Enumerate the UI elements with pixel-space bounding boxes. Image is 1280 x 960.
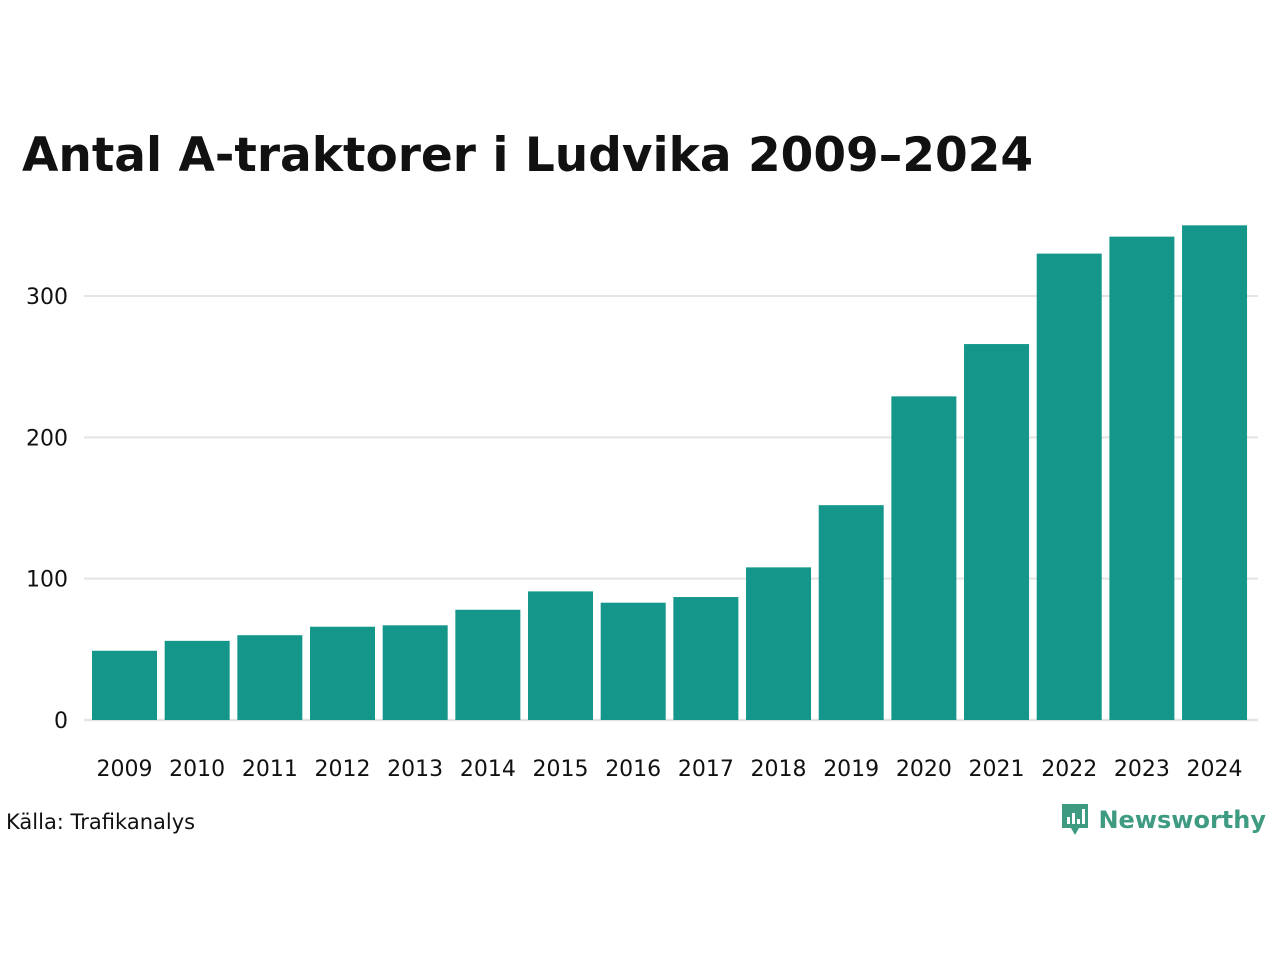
y-tick-label: 200 [26, 426, 68, 451]
bar-2009 [92, 650, 157, 720]
x-tick-label-2020: 2020 [896, 757, 952, 782]
x-tick-label-2022: 2022 [1041, 757, 1097, 782]
x-tick-label-2018: 2018 [751, 757, 807, 782]
bar-2018 [746, 567, 812, 720]
x-tick-label-2015: 2015 [533, 757, 589, 782]
x-tick-label-2024: 2024 [1187, 757, 1243, 782]
x-tick-label-2014: 2014 [460, 757, 516, 782]
y-axis-labels: 0 100 200 300 [26, 285, 68, 734]
bar-2019 [818, 505, 884, 720]
bar-2016 [600, 602, 666, 720]
bar-2012 [310, 626, 376, 720]
bar-2022 [1036, 253, 1102, 720]
bar-2015 [528, 591, 594, 720]
x-tick-label-2009: 2009 [97, 757, 153, 782]
bar-2014 [455, 609, 521, 720]
y-tick-label: 300 [26, 285, 68, 310]
y-tick-label: 100 [26, 568, 68, 593]
x-tick-label-2019: 2019 [823, 757, 879, 782]
bar-2024 [1182, 225, 1248, 720]
brand: Newsworthy [1060, 802, 1266, 838]
x-tick-label-2013: 2013 [387, 757, 443, 782]
chart-title: Antal A-traktorer i Ludvika 2009–2024 [22, 128, 1034, 183]
x-tick-label-2021: 2021 [969, 757, 1025, 782]
x-tick-label-2011: 2011 [242, 757, 298, 782]
x-tick-label-2010: 2010 [169, 757, 225, 782]
x-tick-label-2023: 2023 [1114, 757, 1170, 782]
x-tick-label-2012: 2012 [315, 757, 371, 782]
bar-2013 [382, 625, 448, 720]
y-tick-label: 0 [54, 709, 68, 734]
x-axis-labels: 2009 2010 2011 2012 2013 2014 2015 2016 2017 2018… [97, 757, 1243, 782]
x-tick-label-2016: 2016 [605, 757, 661, 782]
bar-2021 [964, 344, 1030, 720]
bar-2020 [891, 396, 957, 720]
bar-2023 [1109, 236, 1175, 720]
bars [92, 225, 1248, 720]
source-note: Källa: Trafikanalys [6, 810, 196, 834]
bar-2010 [164, 640, 230, 720]
brand-name: Newsworthy [1098, 806, 1266, 834]
bar-2017 [673, 597, 739, 720]
bar-2011 [237, 635, 303, 720]
x-tick-label-2017: 2017 [678, 757, 734, 782]
newsworthy-logo-icon [1062, 804, 1089, 835]
